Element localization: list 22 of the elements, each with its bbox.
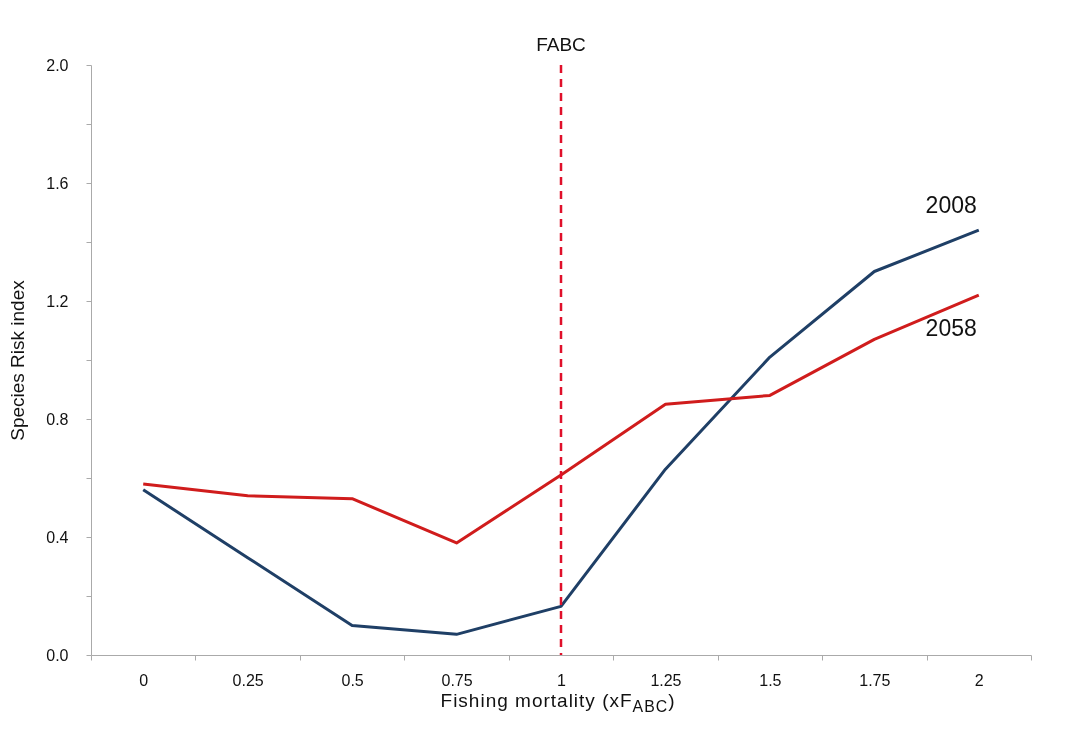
x-tick-label: 0.5 (341, 671, 364, 689)
x-tick-label: 0.75 (441, 671, 473, 689)
line-series (141, 293, 981, 545)
y-axis-title: Species Risk index (7, 279, 29, 441)
x-tick-label: 0 (139, 671, 149, 689)
series-label: 2058 (925, 315, 977, 342)
x-tick-label: 0.25 (232, 671, 264, 689)
x-tick-label: 1.5 (759, 671, 782, 689)
y-tick-label: 1.6 (46, 174, 69, 192)
y-tick-label: 1.2 (46, 292, 69, 310)
y-tick-label: 0.0 (46, 646, 69, 664)
line-series (141, 228, 981, 636)
series-label: 2008 (925, 192, 977, 219)
y-tick-label: 2.0 (46, 56, 69, 74)
x-tick-label: 1.75 (859, 671, 891, 689)
x-tick-label: 1.25 (650, 671, 682, 689)
x-axis-title: Fishing mortality (xF$_{ABC}$) (439, 690, 677, 716)
x-tick-label: 1 (557, 671, 567, 689)
y-tick-label: 0.8 (46, 410, 69, 428)
ref-line-label: FABC (536, 34, 586, 55)
x-tick-label: 2 (974, 671, 984, 689)
y-tick-label: 0.4 (46, 528, 69, 546)
